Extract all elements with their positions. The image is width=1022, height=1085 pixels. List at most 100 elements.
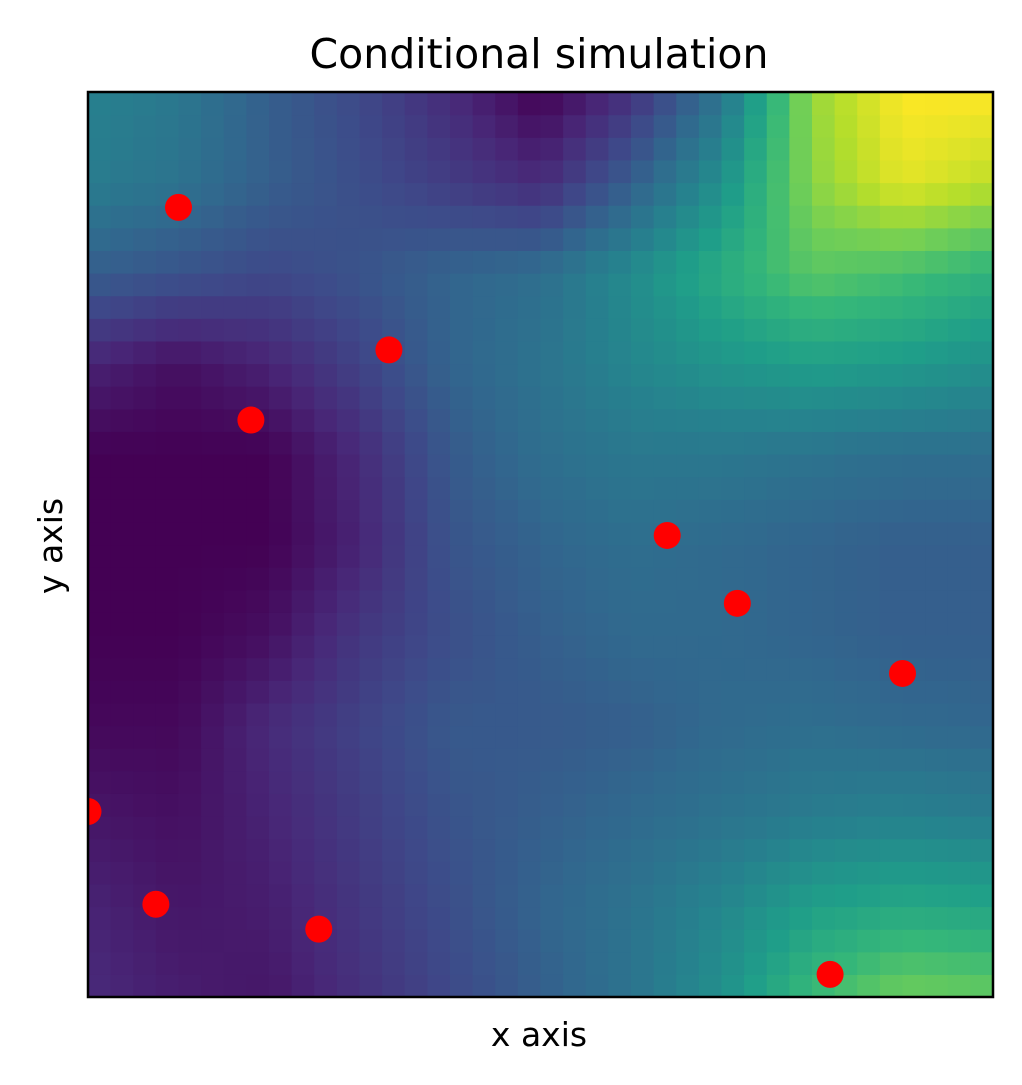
heatmap-cell — [744, 205, 768, 229]
heatmap-cell — [947, 951, 971, 975]
heatmap-cell — [246, 725, 270, 749]
heatmap-cell — [857, 544, 881, 568]
heatmap-cell — [631, 273, 655, 297]
heatmap-cell — [427, 770, 451, 794]
heatmap-cell — [472, 159, 496, 184]
heatmap-cell — [223, 92, 247, 116]
heatmap-cell — [336, 114, 361, 138]
heatmap-cell — [902, 589, 926, 613]
heatmap-cell — [133, 589, 157, 613]
heatmap-cell — [676, 589, 700, 613]
heatmap-cell — [721, 974, 745, 998]
heatmap-cell — [291, 227, 315, 251]
heatmap-cell — [359, 861, 383, 885]
heatmap-cell — [517, 816, 542, 840]
heatmap-cell — [879, 521, 904, 546]
heatmap-cell — [585, 702, 609, 727]
heatmap-cell — [382, 635, 406, 659]
heatmap-cell — [450, 680, 474, 704]
heatmap-cell — [947, 521, 971, 546]
heatmap-cell — [608, 318, 632, 342]
heatmap-cell — [314, 454, 338, 478]
heatmap-cell — [902, 363, 926, 387]
heatmap-cell — [925, 725, 949, 749]
heatmap-cell — [879, 906, 904, 930]
heatmap-cell — [744, 680, 768, 704]
heatmap-cell — [721, 748, 745, 772]
heatmap-cell — [246, 680, 270, 704]
heatmap-cell — [246, 454, 270, 478]
heatmap-cell — [201, 137, 225, 161]
heatmap-cell — [721, 929, 745, 953]
heatmap-cell — [563, 702, 587, 727]
heatmap-cell — [495, 567, 519, 591]
heatmap-cell — [517, 657, 542, 681]
heatmap-cell — [563, 657, 587, 681]
heatmap-cell — [314, 205, 338, 229]
heatmap-cell — [450, 476, 474, 500]
heatmap-cell — [269, 838, 293, 862]
heatmap-cell — [902, 408, 926, 432]
heatmap-cell — [834, 635, 858, 659]
heatmap-cell — [834, 702, 858, 727]
heatmap-cell — [382, 182, 406, 206]
heatmap-cell — [382, 974, 406, 998]
heatmap-cell — [540, 386, 564, 410]
heatmap-cell — [744, 499, 768, 523]
heatmap-cell — [404, 295, 428, 319]
heatmap-cell — [450, 567, 474, 591]
heatmap-cell — [201, 793, 225, 817]
heatmap-cell — [766, 454, 790, 478]
heatmap-cell — [404, 838, 428, 862]
observation-point — [305, 915, 333, 943]
heatmap-cell — [879, 680, 904, 704]
heatmap-cell — [563, 838, 587, 862]
heatmap-cell — [133, 386, 157, 410]
heatmap-cell — [879, 318, 904, 342]
heatmap-cell — [246, 748, 270, 772]
heatmap-cell — [834, 92, 858, 116]
heatmap-cell — [834, 861, 858, 885]
heatmap-cell — [517, 431, 542, 455]
heatmap-cell — [336, 612, 361, 636]
heatmap-cell — [925, 748, 949, 772]
heatmap-cell — [450, 906, 474, 930]
heatmap-cell — [450, 521, 474, 546]
heatmap-cell — [744, 159, 768, 184]
heatmap-cell — [495, 906, 519, 930]
heatmap-cell — [495, 476, 519, 500]
heatmap-cell — [676, 499, 700, 523]
heatmap-cell — [269, 363, 293, 387]
heatmap-cell — [721, 114, 745, 138]
heatmap-cell — [698, 454, 723, 478]
heatmap-cell — [178, 544, 202, 568]
heatmap-cell — [970, 793, 994, 817]
heatmap-cell — [359, 521, 383, 546]
heatmap-cell — [314, 657, 338, 681]
heatmap-cell — [450, 363, 474, 387]
heatmap-cell — [110, 567, 134, 591]
heatmap-cell — [427, 612, 451, 636]
heatmap-cell — [404, 114, 428, 138]
heatmap-cell — [88, 318, 112, 342]
heatmap-cell — [676, 793, 700, 817]
heatmap-cell — [246, 793, 270, 817]
heatmap-cell — [291, 114, 315, 138]
heatmap-cell — [698, 883, 723, 908]
heatmap-cell — [676, 657, 700, 681]
heatmap-cell — [540, 883, 564, 908]
heatmap-cell — [450, 250, 474, 274]
heatmap-cell — [766, 386, 790, 410]
heatmap-cell — [314, 114, 338, 138]
heatmap-cell — [314, 363, 338, 387]
heatmap-cell — [291, 951, 315, 975]
heatmap-cell — [608, 340, 632, 365]
heatmap-cell — [970, 816, 994, 840]
heatmap-cell — [336, 544, 361, 568]
heatmap-cell — [653, 748, 677, 772]
heatmap-cell — [698, 680, 723, 704]
heatmap-cell — [336, 974, 361, 998]
heatmap-cell — [540, 657, 564, 681]
heatmap-cell — [404, 137, 428, 161]
heatmap-cell — [563, 861, 587, 885]
